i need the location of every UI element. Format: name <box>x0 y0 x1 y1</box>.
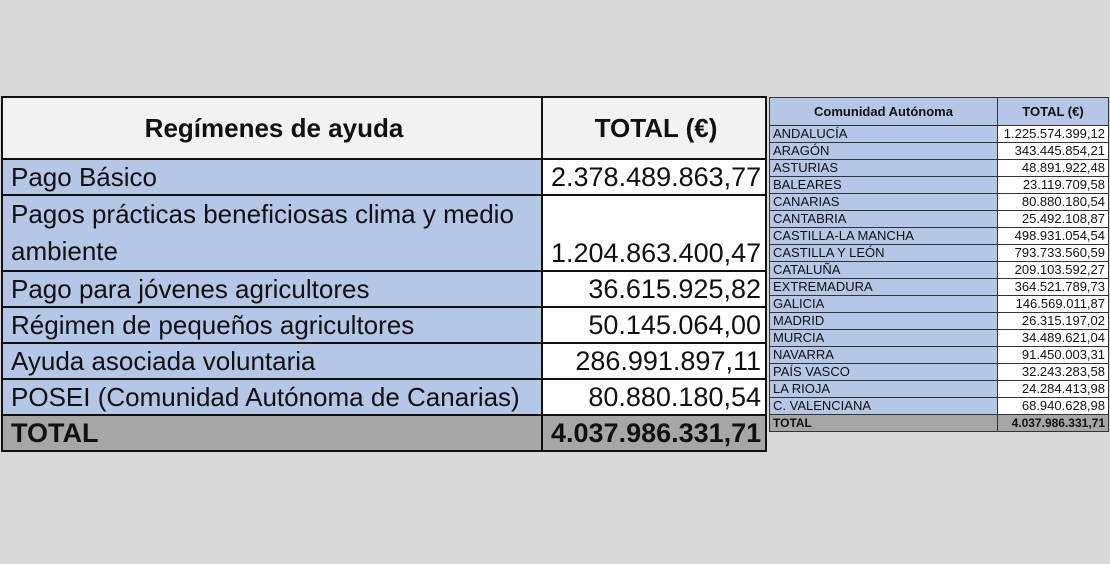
table-row: PAÍS VASCO 32.243.283,58 <box>769 363 1109 381</box>
total-row: TOTAL 4.037.986.331,71 <box>1 414 767 452</box>
community-value: 209.103.592,27 <box>997 261 1109 279</box>
community-value: 498.931.054,54 <box>997 227 1109 245</box>
community-value: 364.521.789,73 <box>997 278 1109 296</box>
community-value: 26.315.197,02 <box>997 312 1109 330</box>
regime-label: Pago para jóvenes agricultores <box>1 270 543 308</box>
community-value: 24.284.413,98 <box>997 380 1109 398</box>
table-row: Ayuda asociada voluntaria 286.991.897,11 <box>1 342 767 380</box>
table-header-row: Comunidad Autónoma TOTAL (€) <box>769 97 1109 126</box>
community-label: CASTILLA-LA MANCHA <box>769 227 998 245</box>
table-row: LA RIOJA 24.284.413,98 <box>769 380 1109 398</box>
total-label: TOTAL <box>1 414 543 452</box>
top-blank-area <box>0 0 1110 96</box>
regime-value: 36.615.925,82 <box>541 270 767 308</box>
community-value: 23.119.709,58 <box>997 176 1109 194</box>
community-value: 343.445.854,21 <box>997 142 1109 160</box>
table-row: EXTREMADURA 364.521.789,73 <box>769 278 1109 296</box>
community-value: 146.569.011,87 <box>997 295 1109 313</box>
community-label: CASTILLA Y LEÓN <box>769 244 998 262</box>
community-value: 25.492.108,87 <box>997 210 1109 228</box>
aid-regimes-table: Regímenes de ayuda TOTAL (€) Pago Básico… <box>1 96 767 452</box>
regime-label: Ayuda asociada voluntaria <box>1 342 543 380</box>
community-value: 91.450.003,31 <box>997 346 1109 364</box>
table-row: ANDALUCÍA 1.225.574.399,12 <box>769 125 1109 143</box>
community-label: LA RIOJA <box>769 380 998 398</box>
community-value: 34.489.621,04 <box>997 329 1109 347</box>
community-value: 48.891.922,48 <box>997 159 1109 177</box>
header-community: Comunidad Autónoma <box>769 97 998 126</box>
community-label: EXTREMADURA <box>769 278 998 296</box>
table-row: Pagos prácticas beneficiosas clima y med… <box>1 194 767 272</box>
community-label: GALICIA <box>769 295 998 313</box>
header-total: TOTAL (€) <box>541 96 767 160</box>
table-row: CASTILLA Y LEÓN 793.733.560,59 <box>769 244 1109 262</box>
community-label: PAÍS VASCO <box>769 363 998 381</box>
total-row: TOTAL 4.037.986.331,71 <box>769 414 1109 432</box>
table-row: POSEI (Comunidad Autónoma de Canarias) 8… <box>1 378 767 416</box>
community-value: 793.733.560,59 <box>997 244 1109 262</box>
table-row: MADRID 26.315.197,02 <box>769 312 1109 330</box>
table-row: NAVARRA 91.450.003,31 <box>769 346 1109 364</box>
community-label: CANARIAS <box>769 193 998 211</box>
regime-value: 50.145.064,00 <box>541 306 767 344</box>
community-label: MURCIA <box>769 329 998 347</box>
table-row: Pago Básico 2.378.489.863,77 <box>1 158 767 196</box>
table-header-row: Regímenes de ayuda TOTAL (€) <box>1 96 767 160</box>
regime-label: POSEI (Comunidad Autónoma de Canarias) <box>1 378 543 416</box>
community-value: 32.243.283,58 <box>997 363 1109 381</box>
regime-value: 2.378.489.863,77 <box>541 158 767 196</box>
community-value: 80.880.180,54 <box>997 193 1109 211</box>
regime-label: Pago Básico <box>1 158 543 196</box>
total-value: 4.037.986.331,71 <box>541 414 767 452</box>
header-total: TOTAL (€) <box>997 97 1109 126</box>
community-label: NAVARRA <box>769 346 998 364</box>
table-row: Pago para jóvenes agricultores 36.615.92… <box>1 270 767 308</box>
community-value: 68.940.628,98 <box>997 397 1109 415</box>
community-label: BALEARES <box>769 176 998 194</box>
table-row: ARAGÓN 343.445.854,21 <box>769 142 1109 160</box>
table-row: ASTURIAS 48.891.922,48 <box>769 159 1109 177</box>
table-row: MURCIA 34.489.621,04 <box>769 329 1109 347</box>
community-label: ASTURIAS <box>769 159 998 177</box>
community-label: CATALUÑA <box>769 261 998 279</box>
table-row: CATALUÑA 209.103.592,27 <box>769 261 1109 279</box>
autonomous-community-table: Comunidad Autónoma TOTAL (€) ANDALUCÍA 1.… <box>769 97 1109 432</box>
table-row: CASTILLA-LA MANCHA 498.931.054,54 <box>769 227 1109 245</box>
community-label: C. VALENCIANA <box>769 397 998 415</box>
community-label: CANTABRIA <box>769 210 998 228</box>
table-row: CANARIAS 80.880.180,54 <box>769 193 1109 211</box>
community-label: ARAGÓN <box>769 142 998 160</box>
table-row: GALICIA 146.569.011,87 <box>769 295 1109 313</box>
header-regimes: Regímenes de ayuda <box>1 96 543 160</box>
regime-value: 286.991.897,11 <box>541 342 767 380</box>
community-label: ANDALUCÍA <box>769 125 998 143</box>
regime-label: Pagos prácticas beneficiosas clima y med… <box>1 194 543 272</box>
table-row: C. VALENCIANA 68.940.628,98 <box>769 397 1109 415</box>
community-label: MADRID <box>769 312 998 330</box>
regime-value: 80.880.180,54 <box>541 378 767 416</box>
table-row: BALEARES 23.119.709,58 <box>769 176 1109 194</box>
total-value: 4.037.986.331,71 <box>997 414 1109 432</box>
table-row: CANTABRIA 25.492.108,87 <box>769 210 1109 228</box>
regime-label: Régimen de pequeños agricultores <box>1 306 543 344</box>
total-label: TOTAL <box>769 414 998 432</box>
regime-value: 1.204.863.400,47 <box>541 194 767 272</box>
community-value: 1.225.574.399,12 <box>997 125 1109 143</box>
table-row: Régimen de pequeños agricultores 50.145.… <box>1 306 767 344</box>
